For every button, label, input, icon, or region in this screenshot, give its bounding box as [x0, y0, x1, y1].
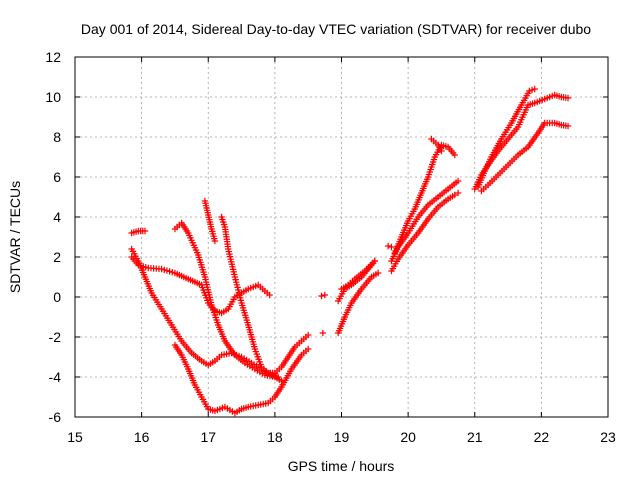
- data-series: [391, 141, 458, 257]
- data-point: [564, 122, 572, 130]
- data-series: [128, 227, 149, 237]
- y-tick-label: 12: [45, 49, 61, 65]
- data-point: [438, 147, 445, 155]
- data-point: [266, 291, 273, 299]
- data-series: [334, 269, 382, 337]
- data-point: [451, 191, 458, 199]
- chart-title: Day 001 of 2014, Sidereal Day-to-day VTE…: [81, 21, 591, 37]
- data-point: [388, 243, 395, 251]
- data-series: [171, 341, 312, 417]
- grid-lines: [75, 57, 608, 417]
- data-series: [171, 219, 285, 385]
- data-series: [384, 242, 395, 251]
- data-series: [428, 135, 445, 155]
- x-tick-label: 23: [600, 429, 616, 445]
- data-point: [321, 291, 329, 299]
- y-tick-label: -2: [49, 329, 62, 345]
- x-axis-label: GPS time / hours: [288, 458, 395, 474]
- x-tick-label: 20: [400, 429, 416, 445]
- data-point: [141, 227, 149, 235]
- y-tick-label: 2: [53, 249, 61, 265]
- x-tick-label: 15: [67, 429, 83, 445]
- data-point: [564, 94, 572, 102]
- data-series: [201, 197, 219, 245]
- y-axis-label: SDTVAR / TECUs: [7, 181, 23, 293]
- data-point: [531, 85, 538, 93]
- plot-frame: [74, 56, 609, 418]
- data-point: [374, 269, 382, 277]
- data-point: [371, 257, 379, 265]
- data-series: [474, 85, 538, 191]
- data-point: [304, 345, 312, 353]
- x-tick-label: 16: [134, 429, 150, 445]
- data-series: [218, 213, 312, 377]
- y-tick-label: 6: [53, 169, 61, 185]
- data-point: [454, 177, 462, 185]
- y-tick-label: -6: [49, 409, 62, 425]
- data-point: [304, 331, 312, 339]
- y-tick-label: 4: [53, 209, 61, 225]
- data-series: [338, 257, 379, 293]
- data-point: [454, 189, 462, 197]
- y-tick-label: 10: [45, 89, 61, 105]
- x-tick-label: 17: [200, 429, 216, 445]
- x-tick-label: 18: [267, 429, 283, 445]
- data-point: [384, 242, 392, 250]
- y-tick-label: 8: [53, 129, 61, 145]
- data-series: [318, 291, 329, 300]
- x-tick-label: 19: [334, 429, 350, 445]
- x-tick-label: 21: [467, 429, 483, 445]
- data-points: [128, 85, 572, 417]
- data-point: [319, 329, 327, 337]
- data-point: [451, 151, 458, 159]
- data-point: [318, 292, 325, 300]
- y-tick-label: 0: [53, 289, 61, 305]
- y-tick-label: -4: [49, 369, 62, 385]
- data-point: [211, 237, 219, 245]
- data-series: [388, 189, 462, 275]
- data-series: [319, 329, 327, 337]
- data-series: [478, 119, 572, 195]
- axis-ticks: 15 16 17 18 19 20 21 22 23 -6 -4 -2 0 2 4 6 8 10 12: [45, 49, 616, 445]
- x-tick-label: 22: [534, 429, 550, 445]
